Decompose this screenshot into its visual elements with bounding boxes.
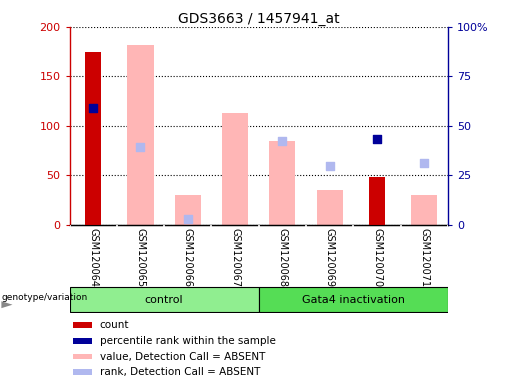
Bar	[73, 338, 92, 344]
Bar	[411, 195, 437, 225]
Polygon shape	[2, 301, 12, 308]
Text: value, Detection Call = ABSENT: value, Detection Call = ABSENT	[100, 352, 265, 362]
Text: rank, Detection Call = ABSENT: rank, Detection Call = ABSENT	[100, 367, 260, 377]
Bar	[175, 195, 201, 225]
Text: GSM120064: GSM120064	[88, 228, 98, 287]
FancyBboxPatch shape	[70, 286, 259, 313]
Text: GSM120065: GSM120065	[135, 228, 146, 287]
Bar	[317, 190, 343, 225]
FancyBboxPatch shape	[259, 286, 448, 313]
Text: GSM120068: GSM120068	[278, 228, 287, 287]
Text: GSM120070: GSM120070	[372, 228, 382, 287]
Text: GSM120067: GSM120067	[230, 228, 240, 287]
Text: GSM120071: GSM120071	[419, 228, 430, 287]
Bar	[128, 45, 153, 225]
Bar	[73, 369, 92, 375]
Bar	[222, 113, 248, 225]
Bar	[369, 177, 385, 225]
Point	[420, 160, 428, 166]
Point	[373, 136, 381, 142]
Text: count: count	[100, 320, 129, 330]
Point	[89, 105, 97, 111]
Point	[184, 216, 192, 222]
Text: genotype/variation: genotype/variation	[2, 293, 88, 302]
Bar	[73, 322, 92, 328]
Bar	[73, 354, 92, 359]
Point	[278, 137, 286, 144]
Text: GSM120066: GSM120066	[183, 228, 193, 287]
Bar	[85, 51, 101, 225]
Text: Gata4 inactivation: Gata4 inactivation	[302, 295, 405, 305]
Text: control: control	[145, 295, 183, 305]
Bar	[269, 141, 296, 225]
Point	[325, 163, 334, 169]
Text: percentile rank within the sample: percentile rank within the sample	[100, 336, 276, 346]
Title: GDS3663 / 1457941_at: GDS3663 / 1457941_at	[178, 12, 339, 26]
Point	[136, 144, 145, 150]
Text: GSM120069: GSM120069	[325, 228, 335, 287]
